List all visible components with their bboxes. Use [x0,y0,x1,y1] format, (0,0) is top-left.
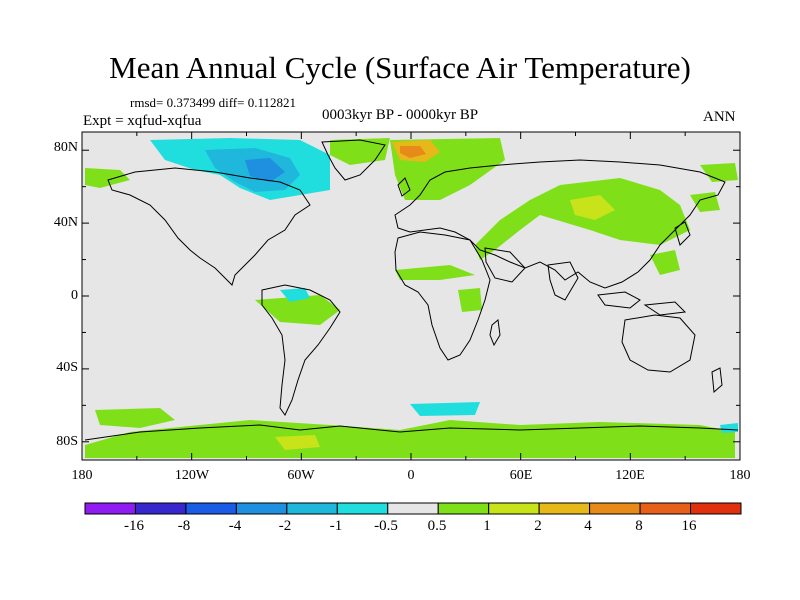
colorbar-label: 16 [681,518,697,534]
warm-anomaly-africa [458,288,482,312]
cool-anomaly-ross [720,423,738,433]
season-label: ANN [703,109,736,125]
lon-label-120w: 120W [174,468,210,483]
colorbar-label: -8 [177,518,191,534]
warm-anomaly-antarctica-core [275,435,320,450]
lat-label-80s: 80S [56,434,78,449]
colorbar-swatch [538,502,591,515]
lat-label-eq: 0 [71,288,78,303]
lat-label-80n: 80N [53,140,78,155]
axis-ticks [81,132,741,460]
colorbar-swatch [589,502,641,515]
warm-anomaly-alaska [85,168,130,188]
colorbar-label: 4 [584,518,592,534]
colorbar-swatch [387,502,439,515]
lon-label-0: 0 [407,468,415,483]
colorbar-label: 8 [635,518,643,534]
warm-anomaly-sahel [395,265,475,280]
colorbar-swatch [185,502,237,515]
colorbar-swatch [488,502,540,515]
warm-anomaly-greenland [330,138,390,165]
colorbar-swatch [690,502,742,515]
warm-anomaly-antarctica-west [95,408,175,428]
warm-anomaly-siberia [475,178,690,260]
warm-anomaly-east-asia [650,250,680,275]
colorbar-swatch [336,502,389,515]
colorbar-label: -1 [329,518,343,534]
colorbar-label: -4 [228,518,242,534]
lon-label-60w: 60W [287,468,315,483]
lon-label-180w: 180 [71,468,93,483]
map-title: Mean Annual Cycle (Surface Air Temperatu… [109,50,691,85]
colorbar-label: -0.5 [374,518,398,534]
colorbar-label: -2 [278,518,292,534]
warm-anomaly-pacific-ne [700,163,738,182]
coastlines [84,139,739,441]
warm-anomaly-antarctica [85,420,735,458]
colorbar-label: -16 [124,518,144,534]
colorbar [84,502,742,515]
colorbar-swatch [134,502,187,515]
lon-label-180e: 180 [729,468,751,483]
lon-label-60e: 60E [509,468,533,483]
cool-anomaly-canada-peak [245,158,285,182]
rmsd-diff-stats: rmsd= 0.373499 diff= 0.112821 [130,95,296,110]
lat-label-40s: 40S [56,360,78,375]
colorbar-swatch [84,502,136,515]
cool-anomaly-weddell [410,402,480,416]
colorbar-swatch [286,502,338,515]
colorbar-swatch [639,502,692,515]
colorbar-swatch [437,502,490,515]
colorbar-label: 2 [534,518,542,534]
period-label: 0003kyr BP - 0000kyr BP [322,107,479,123]
warm-anomaly-amazon [255,295,340,325]
colorbar-swatch [235,502,288,515]
experiment-label: Expt = xqfud-xqfua [83,113,202,129]
colorbar-label: 0.5 [427,518,447,534]
warm-anomaly-arctic-core [400,146,426,158]
lat-label-40n: 40N [53,215,78,230]
lon-label-120e: 120E [615,468,645,483]
colorbar-label: 1 [483,518,491,534]
cool-anomaly-amazon [280,288,310,302]
warm-anomaly-central-asia [570,195,615,220]
